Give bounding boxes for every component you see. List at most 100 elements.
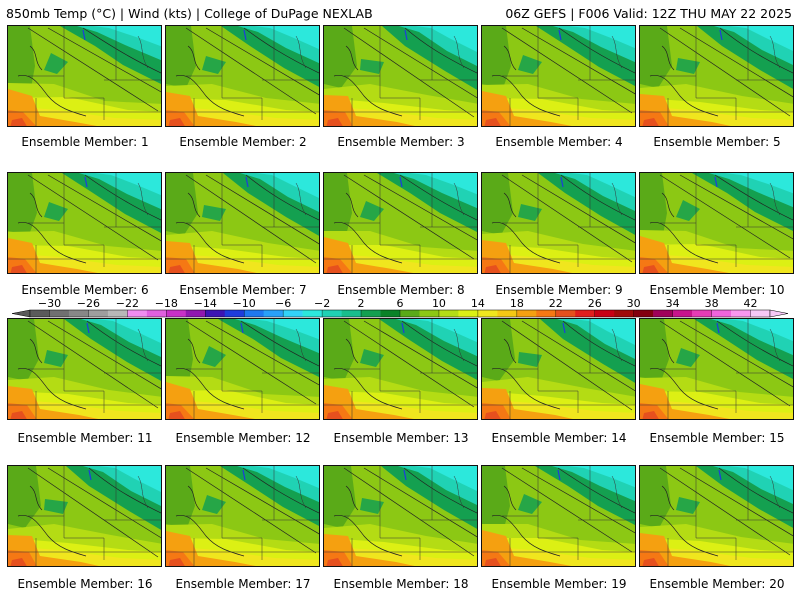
ensemble-member-label: Ensemble Member: 19 bbox=[491, 577, 627, 591]
colorbar-tick-label: −26 bbox=[77, 297, 100, 310]
colorbar-segment bbox=[750, 310, 771, 317]
ensemble-member-label: Ensemble Member: 5 bbox=[653, 135, 781, 149]
ensemble-map-7 bbox=[165, 172, 320, 274]
colorbar-segment bbox=[497, 310, 518, 317]
ensemble-member-label: Ensemble Member: 8 bbox=[337, 283, 465, 297]
colorbar-segment bbox=[477, 310, 498, 317]
colorbar-segment bbox=[400, 310, 420, 317]
ensemble-map-18 bbox=[323, 465, 478, 567]
colorbar-segment bbox=[672, 310, 693, 317]
ensemble-member-label: Ensemble Member: 7 bbox=[179, 283, 307, 297]
colorbar-segment bbox=[419, 310, 440, 317]
header-valid-time: 06Z GEFS | F006 Valid: 12Z THU MAY 22 20… bbox=[505, 6, 792, 21]
ensemble-map-14 bbox=[481, 318, 636, 420]
colorbar-segment bbox=[692, 310, 712, 317]
ensemble-member-label: Ensemble Member: 18 bbox=[333, 577, 469, 591]
colorbar-segment bbox=[614, 310, 634, 317]
colorbar-segment bbox=[322, 310, 342, 317]
colorbar-tick-label: 6 bbox=[397, 297, 404, 310]
colorbar-segment bbox=[594, 310, 615, 317]
colorbar-tick-label: −14 bbox=[194, 297, 217, 310]
colorbar-segment bbox=[283, 310, 303, 317]
ensemble-member-label: Ensemble Member: 2 bbox=[179, 135, 307, 149]
ensemble-member-label: Ensemble Member: 14 bbox=[491, 431, 627, 445]
colorbar-segment bbox=[224, 310, 245, 317]
colorbar-tick-label: −22 bbox=[116, 297, 139, 310]
colorbar-segment bbox=[146, 310, 167, 317]
colorbar-tick-label: 26 bbox=[588, 297, 602, 310]
colorbar-segment bbox=[49, 310, 70, 317]
colorbar-tick-label: −18 bbox=[155, 297, 178, 310]
ensemble-map-9 bbox=[481, 172, 636, 274]
ensemble-member-label: Ensemble Member: 10 bbox=[649, 283, 785, 297]
colorbar-tick-label: 30 bbox=[627, 297, 641, 310]
colorbar-segment bbox=[731, 310, 751, 317]
colorbar-tick-label: −2 bbox=[314, 297, 330, 310]
ensemble-map-1 bbox=[7, 25, 162, 127]
colorbar-segment bbox=[263, 310, 284, 317]
ensemble-map-3 bbox=[323, 25, 478, 127]
ensemble-map-8 bbox=[323, 172, 478, 274]
colorbar-segment bbox=[438, 310, 459, 317]
ensemble-member-label: Ensemble Member: 3 bbox=[337, 135, 465, 149]
colorbar-segment bbox=[361, 310, 381, 317]
ensemble-map-2 bbox=[165, 25, 320, 127]
colorbar-tick-label: −30 bbox=[38, 297, 61, 310]
colorbar-segment bbox=[185, 310, 206, 317]
colorbar-segment bbox=[536, 310, 557, 317]
ensemble-map-6 bbox=[7, 172, 162, 274]
ensemble-member-label: Ensemble Member: 1 bbox=[21, 135, 149, 149]
colorbar-tick-label: 22 bbox=[549, 297, 563, 310]
colorbar-segment bbox=[107, 310, 128, 317]
ensemble-member-label: Ensemble Member: 16 bbox=[17, 577, 153, 591]
colorbar-segment bbox=[555, 310, 576, 317]
colorbar-tick-label: 14 bbox=[471, 297, 485, 310]
colorbar-arrow-right bbox=[769, 309, 789, 318]
colorbar-tick-label: 18 bbox=[510, 297, 524, 310]
colorbar-tick-label: 38 bbox=[705, 297, 719, 310]
colorbar-segment bbox=[68, 310, 89, 317]
colorbar-segment bbox=[633, 310, 654, 317]
temperature-colorbar: −30 −26 −22 −18 −14 −10 −6 −2 2 6 10 14 18 22 26 30 34 38… bbox=[11, 297, 789, 318]
colorbar-segment bbox=[127, 310, 148, 317]
ensemble-map-13 bbox=[323, 318, 478, 420]
ensemble-map-12 bbox=[165, 318, 320, 420]
ensemble-member-label: Ensemble Member: 9 bbox=[495, 283, 623, 297]
colorbar-segment bbox=[166, 310, 187, 317]
colorbar-segment bbox=[205, 310, 226, 317]
colorbar-arrow-left bbox=[11, 309, 31, 318]
colorbar-tick-label: 42 bbox=[744, 297, 758, 310]
ensemble-member-label: Ensemble Member: 12 bbox=[175, 431, 311, 445]
ensemble-member-label: Ensemble Member: 17 bbox=[175, 577, 311, 591]
colorbar-segment bbox=[341, 310, 362, 317]
colorbar-segment bbox=[516, 310, 537, 317]
ensemble-member-label: Ensemble Member: 11 bbox=[17, 431, 153, 445]
ensemble-member-label: Ensemble Member: 13 bbox=[333, 431, 469, 445]
colorbar-segment bbox=[302, 310, 323, 317]
ensemble-map-10 bbox=[639, 172, 794, 274]
colorbar-segment bbox=[458, 310, 479, 317]
colorbar-tick-label: −6 bbox=[275, 297, 291, 310]
ensemble-member-label: Ensemble Member: 20 bbox=[649, 577, 785, 591]
ensemble-map-4 bbox=[481, 25, 636, 127]
colorbar-segment bbox=[380, 310, 401, 317]
ensemble-map-5 bbox=[639, 25, 794, 127]
colorbar-segment bbox=[88, 310, 109, 317]
ensemble-map-17 bbox=[165, 465, 320, 567]
ensemble-map-19 bbox=[481, 465, 636, 567]
colorbar-tick-label: −10 bbox=[233, 297, 256, 310]
ensemble-map-11 bbox=[7, 318, 162, 420]
colorbar-segment bbox=[244, 310, 264, 317]
ensemble-map-15 bbox=[639, 318, 794, 420]
header-title: 850mb Temp (°C) | Wind (kts) | College o… bbox=[6, 6, 373, 21]
colorbar-segment bbox=[575, 310, 596, 317]
colorbar-tick-label: 10 bbox=[432, 297, 446, 310]
ensemble-member-label: Ensemble Member: 15 bbox=[649, 431, 785, 445]
ensemble-map-20 bbox=[639, 465, 794, 567]
colorbar-tick-label: 34 bbox=[666, 297, 680, 310]
colorbar-segment bbox=[30, 310, 50, 317]
colorbar-segment bbox=[711, 310, 732, 317]
ensemble-member-label: Ensemble Member: 6 bbox=[21, 283, 149, 297]
ensemble-map-16 bbox=[7, 465, 162, 567]
colorbar-tick-label: 2 bbox=[358, 297, 365, 310]
